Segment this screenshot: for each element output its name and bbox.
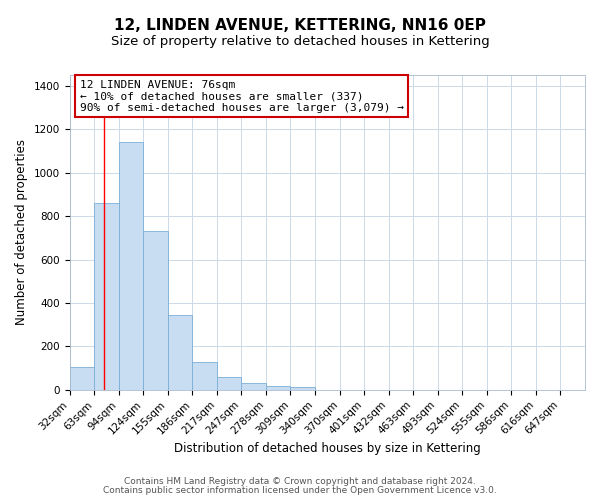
Text: 12, LINDEN AVENUE, KETTERING, NN16 0EP: 12, LINDEN AVENUE, KETTERING, NN16 0EP (114, 18, 486, 32)
X-axis label: Distribution of detached houses by size in Kettering: Distribution of detached houses by size … (174, 442, 481, 455)
Text: Contains public sector information licensed under the Open Government Licence v3: Contains public sector information licen… (103, 486, 497, 495)
Bar (119, 142, 143, 390)
Text: Contains HM Land Registry data © Crown copyright and database right 2024.: Contains HM Land Registry data © Crown c… (124, 477, 476, 486)
Bar (290, 388, 315, 390)
Text: Size of property relative to detached houses in Kettering: Size of property relative to detached ho… (110, 35, 490, 48)
Bar (168, 315, 192, 390)
Bar (143, 232, 168, 390)
Bar (94, 202, 119, 390)
Bar (217, 377, 241, 390)
Bar (241, 384, 266, 390)
Bar (192, 362, 217, 390)
Text: 12 LINDEN AVENUE: 76sqm
← 10% of detached houses are smaller (337)
90% of semi-d: 12 LINDEN AVENUE: 76sqm ← 10% of detache… (80, 80, 404, 113)
Bar (70, 367, 94, 390)
Bar (266, 386, 290, 390)
Y-axis label: Number of detached properties: Number of detached properties (15, 140, 28, 326)
